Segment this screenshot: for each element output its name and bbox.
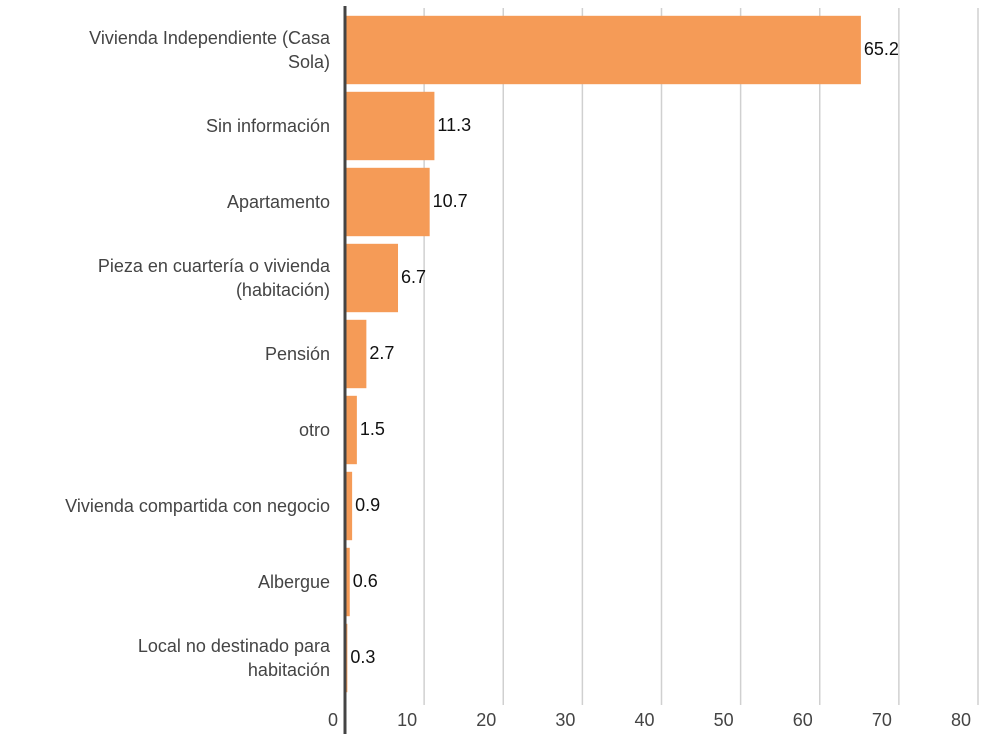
x-tick-label: 10 [397,710,417,730]
y-tick-label: Vivienda Independiente (Casa Sola) [89,28,330,72]
bar [345,471,353,541]
value-label: 10.7 [433,191,468,211]
y-tick-label: Pensión [264,344,330,364]
x-tick-label: 50 [714,710,734,730]
bar [345,15,861,85]
x-tick-label: 30 [555,710,575,730]
y-tick-label: Apartamento [226,192,330,212]
y-tick-label: Local no destinado para habitación [137,636,330,680]
bar [345,395,357,465]
x-tick-label: 70 [872,710,892,730]
y-tick-label: Albergue [257,572,330,592]
value-label: 0.3 [350,647,375,667]
x-tick-label: 60 [793,710,813,730]
bar [345,167,430,237]
y-tick-label: Vivienda compartida con negocio [65,496,330,516]
bar [345,547,350,617]
value-label: 1.5 [360,419,385,439]
value-label: 6.7 [401,267,426,287]
value-label: 65.2 [864,39,899,59]
bar [345,319,367,389]
y-tick-label: Sin información [205,116,330,136]
value-label: 2.7 [369,343,394,363]
bar [345,91,435,161]
x-tick-label: 0 [328,710,338,730]
x-tick-label: 80 [951,710,971,730]
y-tick-label: otro [298,420,330,440]
value-label: 0.9 [355,495,380,515]
value-label: 11.3 [437,115,471,135]
y-tick-label: Pieza en cuartería o vivienda (habitació… [97,256,330,300]
value-label: 0.6 [353,571,378,591]
bar [345,243,399,313]
x-tick-label: 20 [476,710,496,730]
x-tick-label: 40 [634,710,654,730]
